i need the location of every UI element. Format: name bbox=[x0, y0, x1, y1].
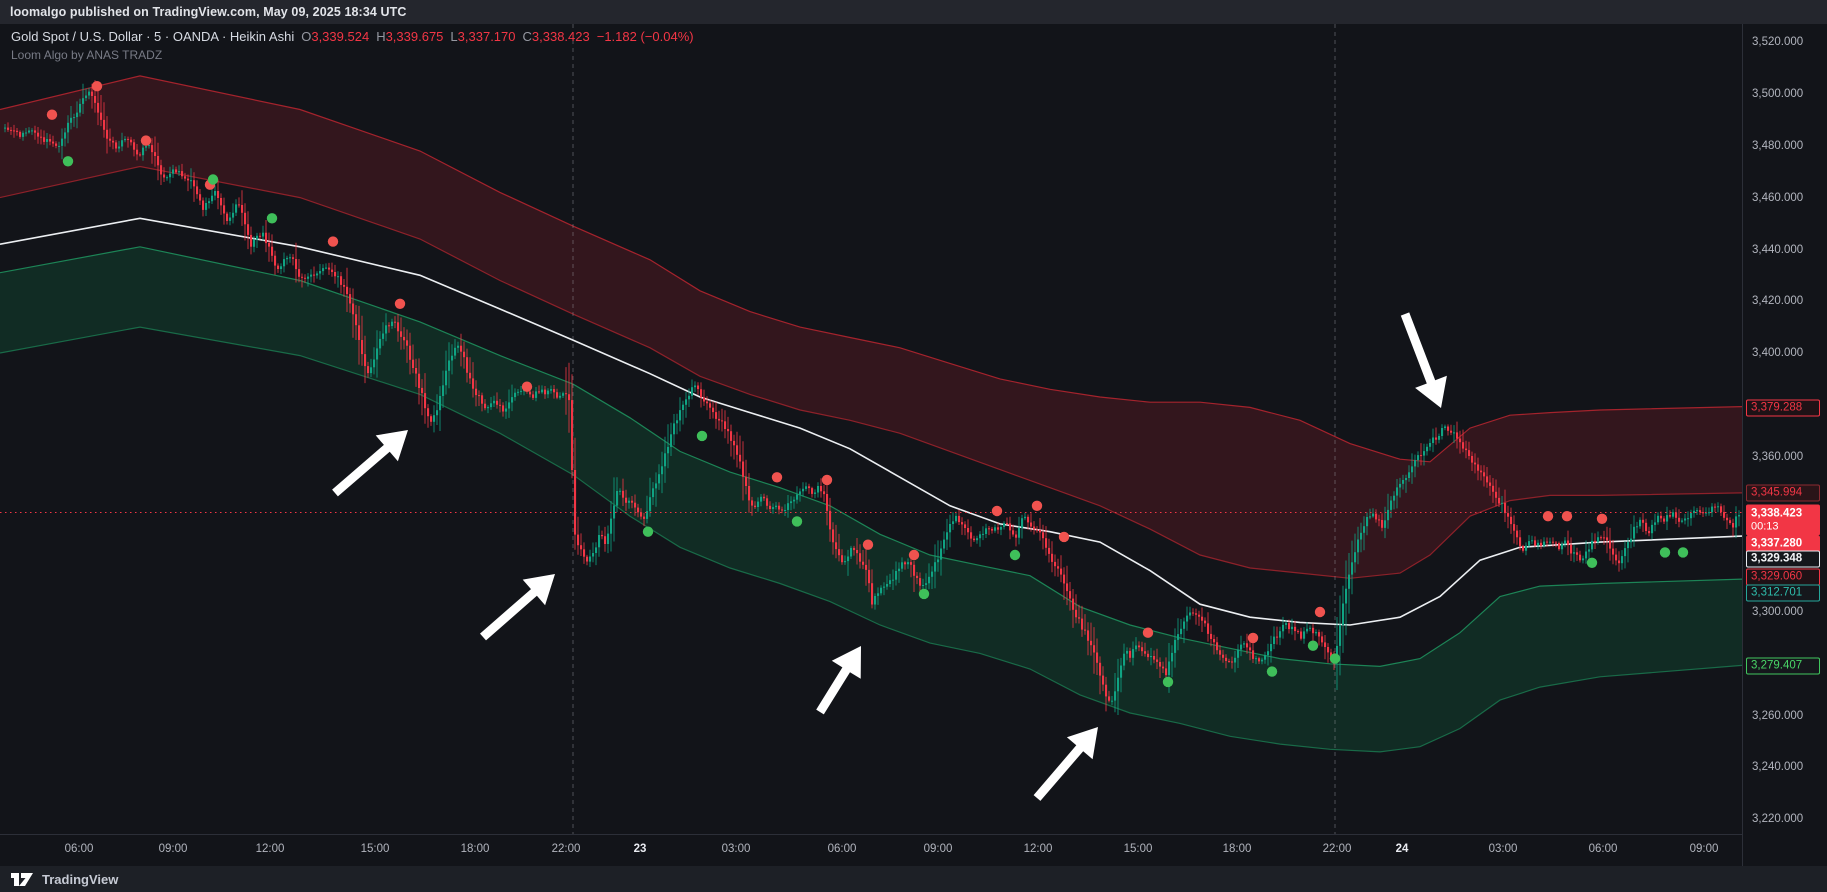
label-green-band-bottom: 3,279.407 bbox=[1746, 657, 1820, 675]
time-tick: 09:00 bbox=[923, 843, 953, 855]
sell-signal-dots bbox=[46, 81, 1608, 644]
time-tick: 22:00 bbox=[1322, 843, 1352, 855]
basis-midline bbox=[0, 217, 1742, 626]
tradingview-brand-text[interactable]: TradingView bbox=[42, 871, 119, 887]
price-tick: 3,420.000 bbox=[1752, 295, 1804, 307]
annotation-arrow[interactable] bbox=[480, 574, 555, 641]
price-tick: 3,220.000 bbox=[1752, 813, 1804, 825]
price-tick: 3,260.000 bbox=[1752, 710, 1804, 722]
time-tick-day: 24 bbox=[1395, 843, 1409, 855]
label-stop-line: 3,329.060 bbox=[1746, 568, 1820, 586]
chart-main: Gold Spot / U.S. Dollar · 5 · OANDA · He… bbox=[0, 24, 1827, 866]
label-red-band-bottom: 3,345.994 bbox=[1746, 484, 1820, 502]
upper-band-bottom-line bbox=[0, 165, 1742, 579]
plot-column: Gold Spot / U.S. Dollar · 5 · OANDA · He… bbox=[0, 24, 1742, 866]
price-axis[interactable]: 3,520.000 3,500.000 3,480.000 3,460.000 3,44… bbox=[1742, 24, 1827, 866]
time-tick: 06:00 bbox=[827, 843, 857, 855]
label-red-band-top: 3,379.288 bbox=[1746, 399, 1820, 417]
label-midline: 3,329.348 bbox=[1746, 550, 1820, 568]
lower-band-zone bbox=[0, 246, 1742, 752]
price-tick: 3,440.000 bbox=[1752, 244, 1804, 256]
price-tick: 3,500.000 bbox=[1752, 88, 1804, 100]
footer-bar: TradingView bbox=[0, 866, 1827, 892]
time-axis[interactable]: 06:00 09:00 12:00 15:00 18:00 22:00 23 03:00 06:… bbox=[0, 834, 1742, 865]
annotation-arrow[interactable] bbox=[332, 430, 408, 497]
time-tick: 22:00 bbox=[551, 843, 581, 855]
time-tick: 09:00 bbox=[1689, 843, 1719, 855]
label-green-band-top: 3,312.701 bbox=[1746, 584, 1820, 602]
time-tick: 15:00 bbox=[1123, 843, 1153, 855]
annotation-arrow[interactable] bbox=[1400, 312, 1447, 408]
price-tick: 3,360.000 bbox=[1752, 451, 1804, 463]
price-tick: 3,460.000 bbox=[1752, 192, 1804, 204]
time-tick: 12:00 bbox=[1023, 843, 1053, 855]
price-chart-canvas[interactable] bbox=[0, 24, 1742, 834]
time-tick: 15:00 bbox=[360, 843, 390, 855]
price-tick: 3,240.000 bbox=[1752, 761, 1804, 773]
annotation-arrow[interactable] bbox=[1033, 727, 1098, 801]
time-tick: 03:00 bbox=[1488, 843, 1518, 855]
time-tick: 09:00 bbox=[158, 843, 188, 855]
upper-band-zone bbox=[0, 75, 1742, 579]
upper-band-top-line bbox=[0, 75, 1742, 463]
time-tick: 12:00 bbox=[255, 843, 285, 855]
time-tick-day: 23 bbox=[633, 843, 647, 855]
publish-text: loomalgo published on TradingView.com, M… bbox=[10, 5, 407, 19]
time-tick: 18:00 bbox=[460, 843, 490, 855]
buy-signal-dots bbox=[62, 156, 1689, 688]
lower-band-top-line bbox=[0, 246, 1742, 668]
price-tick: 3,400.000 bbox=[1752, 347, 1804, 359]
label-current-price: 3,338.423 00:13 bbox=[1746, 504, 1820, 536]
time-tick: 18:00 bbox=[1222, 843, 1252, 855]
price-tick: 3,480.000 bbox=[1752, 140, 1804, 152]
annotation-arrow[interactable] bbox=[816, 646, 861, 715]
time-tick: 06:00 bbox=[1588, 843, 1618, 855]
price-tick: 3,520.000 bbox=[1752, 36, 1804, 48]
tradingview-logo-icon[interactable] bbox=[10, 872, 34, 887]
time-tick: 03:00 bbox=[721, 843, 751, 855]
price-tick: 3,300.000 bbox=[1752, 606, 1804, 618]
publish-bar: loomalgo published on TradingView.com, M… bbox=[0, 0, 1827, 24]
lower-band-bottom-line bbox=[0, 326, 1742, 753]
time-tick: 06:00 bbox=[64, 843, 94, 855]
